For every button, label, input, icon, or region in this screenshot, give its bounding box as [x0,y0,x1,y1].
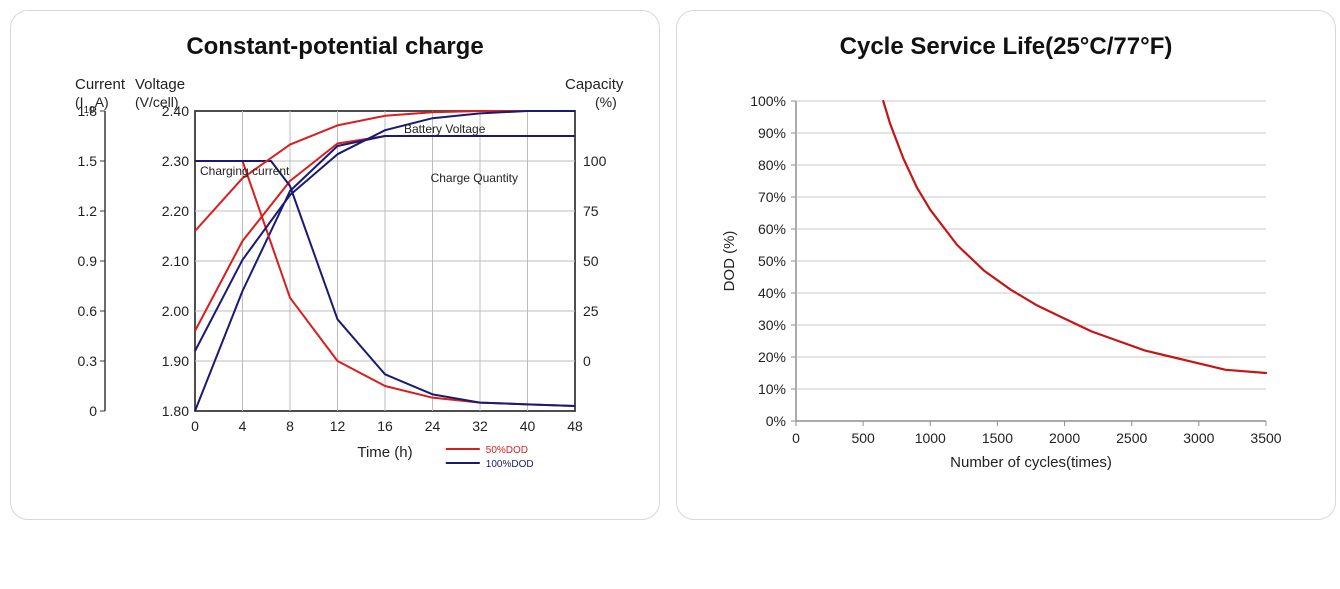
svg-text:60%: 60% [758,221,786,237]
svg-text:48: 48 [567,418,583,434]
svg-text:50%DOD: 50%DOD [486,445,528,456]
svg-text:50: 50 [583,253,599,269]
svg-text:0: 0 [89,403,97,419]
svg-text:500: 500 [851,430,875,446]
svg-text:3500: 3500 [1250,430,1281,446]
svg-text:20%: 20% [758,349,786,365]
svg-text:2.00: 2.00 [162,303,189,319]
svg-text:50%: 50% [758,253,786,269]
svg-text:Current: Current [75,76,126,93]
svg-text:2.30: 2.30 [162,153,189,169]
svg-text:75: 75 [583,203,599,219]
svg-text:90%: 90% [758,125,786,141]
svg-text:32: 32 [472,418,488,434]
svg-text:8: 8 [286,418,294,434]
svg-text:25: 25 [583,303,599,319]
svg-text:Time (h): Time (h) [357,444,412,461]
svg-text:Battery Voltage: Battery Voltage [404,122,486,136]
svg-text:100: 100 [583,153,607,169]
svg-text:10%: 10% [758,381,786,397]
svg-text:2.20: 2.20 [162,203,189,219]
svg-text:2.40: 2.40 [162,103,189,119]
right-chart-wrap: 0% 10% 20% 30% 40% 50% 60% 70% 80% 90% 100% 0 500 100… [701,71,1311,501]
svg-text:Charging current: Charging current [200,164,290,178]
svg-text:0: 0 [583,353,591,369]
svg-text:1500: 1500 [982,430,1013,446]
svg-text:1.80: 1.80 [162,403,189,419]
svg-text:Voltage: Voltage [135,76,185,93]
svg-text:80%: 80% [758,157,786,173]
svg-text:30%: 30% [758,317,786,333]
svg-text:24: 24 [425,418,441,434]
svg-text:0%: 0% [766,413,786,429]
svg-text:100%DOD: 100%DOD [486,459,534,470]
svg-text:40%: 40% [758,285,786,301]
svg-text:0.6: 0.6 [78,303,98,319]
svg-text:(%): (%) [595,94,617,110]
svg-text:16: 16 [377,418,393,434]
svg-text:1.8: 1.8 [78,103,98,119]
svg-text:100%: 100% [750,93,786,109]
svg-text:3000: 3000 [1183,430,1214,446]
left-title: Constant-potential charge [35,33,635,61]
left-chart-wrap: Current(I10A)Voltage(V/cell)Capacity(%)0… [35,71,635,501]
left-chart-svg: Current(I10A)Voltage(V/cell)Capacity(%)0… [35,71,635,501]
svg-text:4: 4 [239,418,247,434]
svg-text:0: 0 [792,430,800,446]
svg-text:2.10: 2.10 [162,253,189,269]
svg-text:0.3: 0.3 [78,353,98,369]
svg-text:2500: 2500 [1116,430,1147,446]
svg-text:1000: 1000 [915,430,946,446]
right-title: Cycle Service Life(25°C/77°F) [701,33,1311,61]
svg-text:Capacity: Capacity [565,76,624,93]
svg-text:Number of cycles(times): Number of cycles(times) [950,454,1112,471]
svg-text:40: 40 [520,418,536,434]
svg-text:12: 12 [330,418,346,434]
svg-text:DOD (%): DOD (%) [721,231,738,292]
svg-text:0.9: 0.9 [78,253,98,269]
right-chart-svg: 0% 10% 20% 30% 40% 50% 60% 70% 80% 90% 100% 0 500 100… [701,71,1311,501]
svg-text:Charge Quantity: Charge Quantity [431,171,518,185]
svg-text:70%: 70% [758,189,786,205]
svg-text:2000: 2000 [1049,430,1080,446]
svg-text:0: 0 [191,418,199,434]
svg-text:1.2: 1.2 [78,203,98,219]
svg-text:1.90: 1.90 [162,353,189,369]
panel-constant-potential-charge: Constant-potential charge Current(I10A)V… [10,10,660,520]
svg-text:1.5: 1.5 [78,153,98,169]
panel-cycle-service-life: Cycle Service Life(25°C/77°F) 0% 10% 20% 30… [676,10,1336,520]
